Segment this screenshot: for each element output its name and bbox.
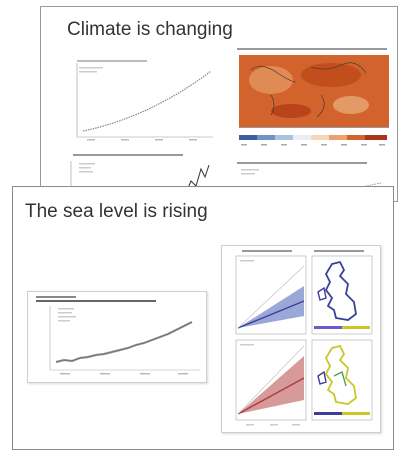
slide-title: The sea level is rising — [25, 201, 208, 222]
slide-sea-level: The sea level is rising — [12, 186, 394, 450]
temperature-map — [231, 45, 391, 157]
global-sea-level-chart — [27, 291, 207, 383]
slide-title: Climate is changing — [67, 19, 233, 40]
co2-trend-chart — [63, 55, 221, 149]
uk-sea-level-projection-figure — [221, 245, 381, 433]
slide-climate: Climate is changing — [40, 6, 398, 202]
